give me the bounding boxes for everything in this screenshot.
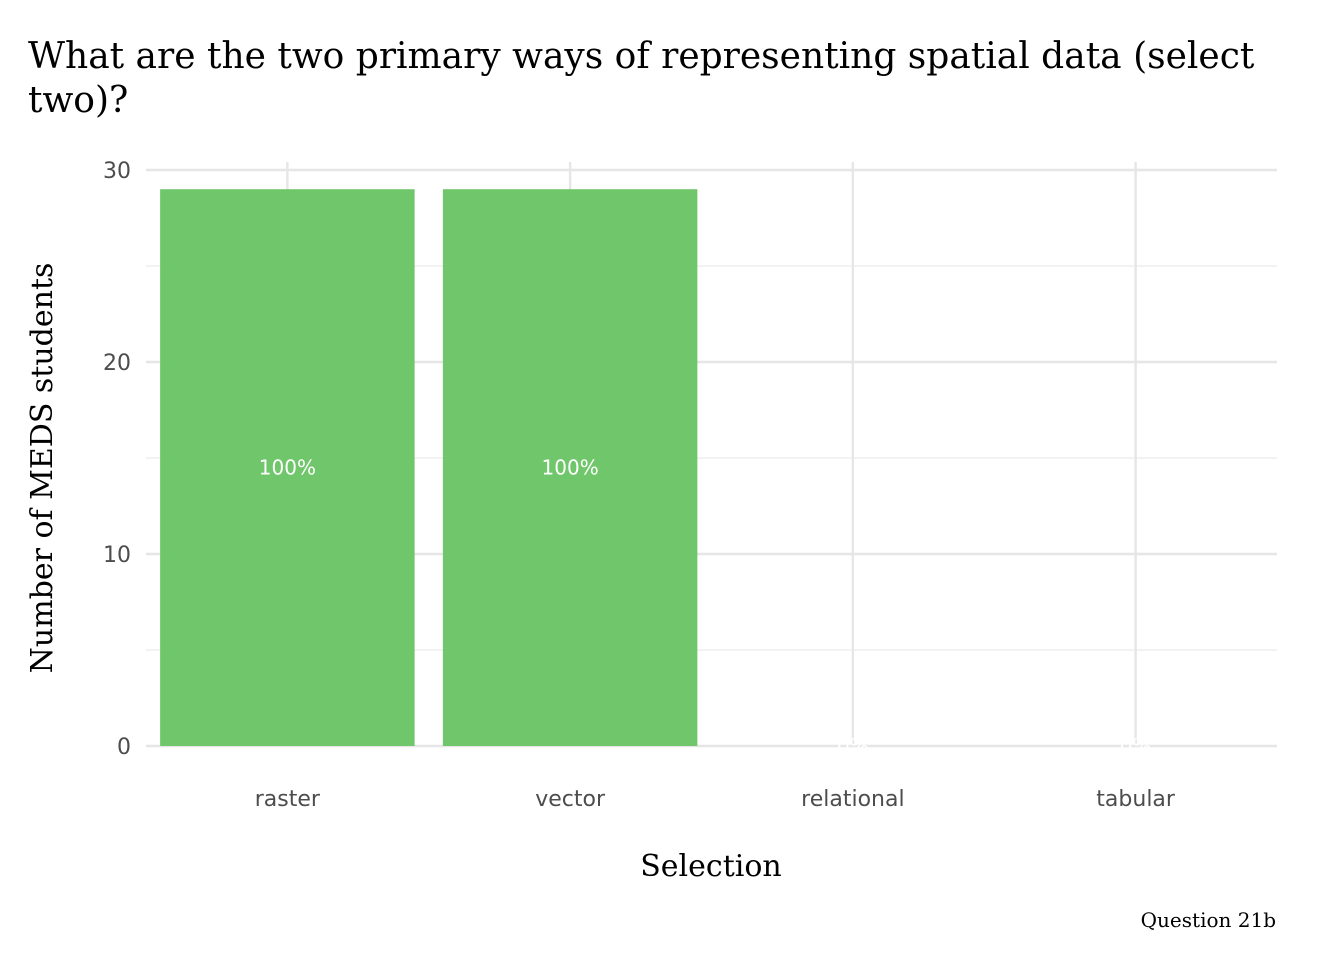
bar-vector (442, 189, 698, 746)
x-axis-ticks: raster vector relational tabular (255, 787, 1176, 812)
y-tick-label: 0 (117, 735, 131, 760)
x-tick-label: tabular (1096, 787, 1176, 812)
chart-caption: Question 21b (1141, 908, 1276, 932)
x-tick-label: raster (255, 787, 321, 812)
x-tick-label: relational (801, 787, 904, 812)
y-tick-label: 20 (103, 351, 131, 376)
y-axis-title: Number of MEDS students (25, 263, 60, 674)
x-tick-label: vector (535, 787, 606, 812)
bar-label-vector: 100% (542, 456, 599, 480)
bars: 100% 100% 0% 0% (160, 189, 1151, 758)
y-tick-label: 10 (103, 543, 131, 568)
bar-label-relational: 0% (837, 734, 869, 758)
y-tick-label: 30 (103, 159, 131, 184)
bar-label-tabular: 0% (1120, 734, 1152, 758)
y-axis-ticks: 0 10 20 30 (103, 159, 131, 760)
chart-title-line-1: What are the two primary ways of represe… (28, 36, 1255, 77)
chart-title-line-2: two)? (28, 80, 128, 121)
bar-label-raster: 100% (259, 456, 316, 480)
bar-raster (160, 189, 415, 746)
x-axis-title: Selection (640, 849, 782, 884)
